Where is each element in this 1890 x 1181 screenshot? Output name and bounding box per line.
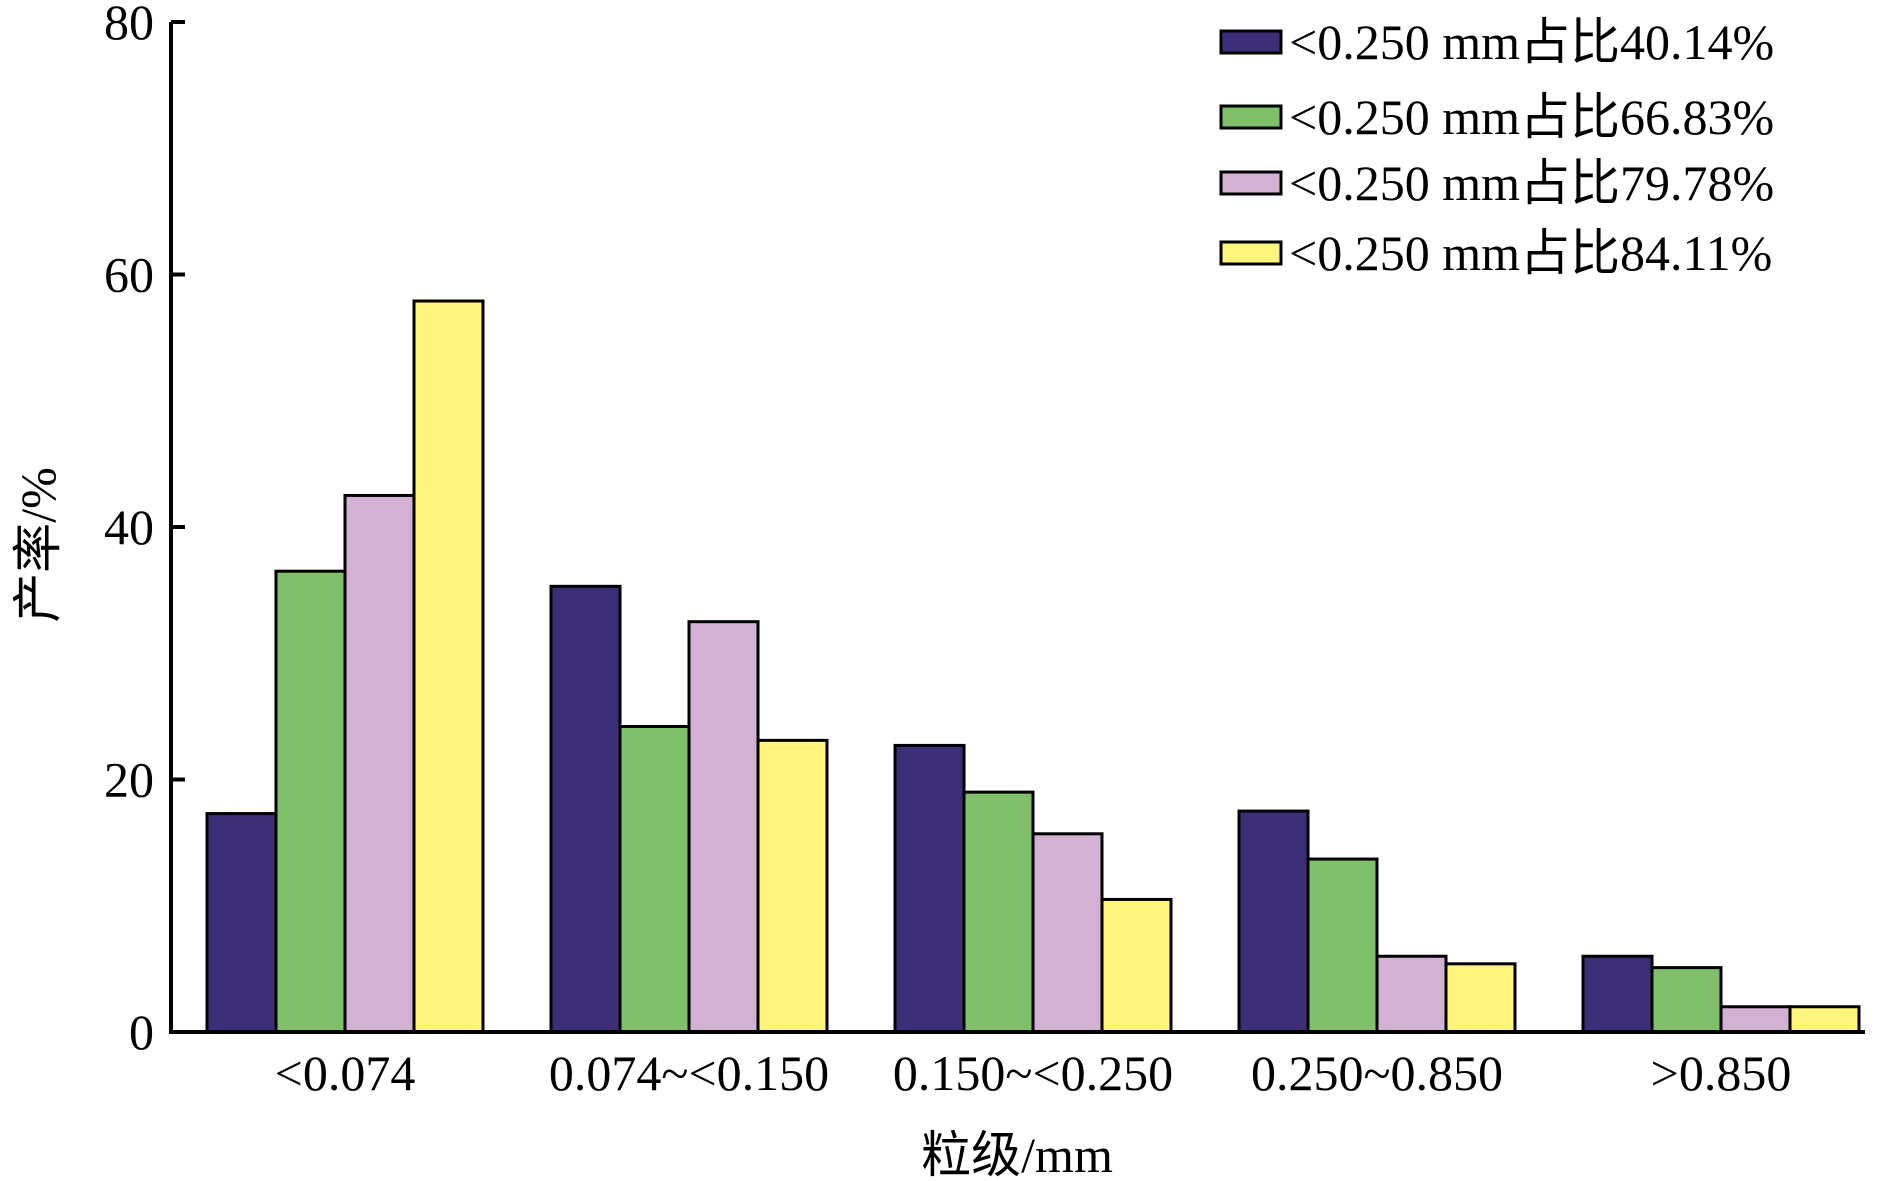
legend: <0.250 mm占比40.14% <0.250 mm占比66.83% <0.250… — [1219, 14, 1774, 281]
bar-2-series-3 — [1100, 897, 1173, 1034]
bar-0-series-0 — [205, 812, 278, 1034]
bar-2-series-2 — [1031, 832, 1104, 1034]
legend-swatch — [1219, 170, 1283, 196]
legend-label: <0.250 mm占比84.11% — [1289, 225, 1772, 281]
bar-3-series-1 — [1306, 857, 1379, 1034]
y-tick-label: 60 — [104, 247, 154, 303]
bar-0-series-2 — [343, 493, 416, 1034]
legend-swatch — [1219, 240, 1283, 266]
bar-1-series-0 — [549, 584, 622, 1034]
x-tick-label: 0.074~<0.150 — [549, 1045, 829, 1101]
y-axis-label: 产率/% — [10, 467, 66, 623]
legend-label: <0.250 mm占比40.14% — [1289, 14, 1774, 70]
bars-group — [205, 299, 1861, 1034]
legend-swatch — [1219, 29, 1283, 55]
bar-4-series-0 — [1581, 954, 1654, 1034]
bar-1-series-3 — [756, 738, 829, 1034]
bar-0-series-3 — [412, 299, 485, 1034]
bar-4-series-3 — [1788, 1005, 1861, 1034]
bar-3-series-3 — [1444, 962, 1517, 1034]
legend-label: <0.250 mm占比66.83% — [1289, 89, 1774, 145]
y-ticks-group: 0 20 40 60 80 — [104, 0, 185, 1060]
x-tick-label: 0.250~0.850 — [1251, 1045, 1503, 1101]
bar-1-series-2 — [687, 620, 760, 1034]
x-axis-label: 粒级/mm — [921, 1127, 1113, 1181]
y-tick-label: 0 — [129, 1004, 154, 1060]
x-tick-label: <0.074 — [275, 1045, 416, 1101]
y-tick-label: 20 — [104, 752, 154, 808]
x-tick-label: 0.150~<0.250 — [893, 1045, 1173, 1101]
bar-3-series-2 — [1375, 954, 1448, 1034]
bar-3-series-0 — [1237, 809, 1310, 1034]
x-tick-label: >0.850 — [1651, 1045, 1792, 1101]
bar-1-series-1 — [618, 724, 691, 1034]
x-ticks-group: <0.074 0.074~<0.150 0.150~<0.250 0.250~0.85… — [275, 1045, 1792, 1101]
legend-swatch — [1219, 104, 1283, 130]
bar-2-series-0 — [893, 743, 966, 1034]
bar-4-series-1 — [1650, 966, 1723, 1034]
bar-2-series-1 — [962, 790, 1035, 1034]
legend-label: <0.250 mm占比79.78% — [1289, 155, 1774, 211]
bar-0-series-1 — [274, 569, 347, 1034]
y-tick-label: 40 — [104, 499, 154, 555]
bar-4-series-2 — [1719, 1005, 1792, 1034]
y-tick-label: 80 — [104, 0, 154, 50]
